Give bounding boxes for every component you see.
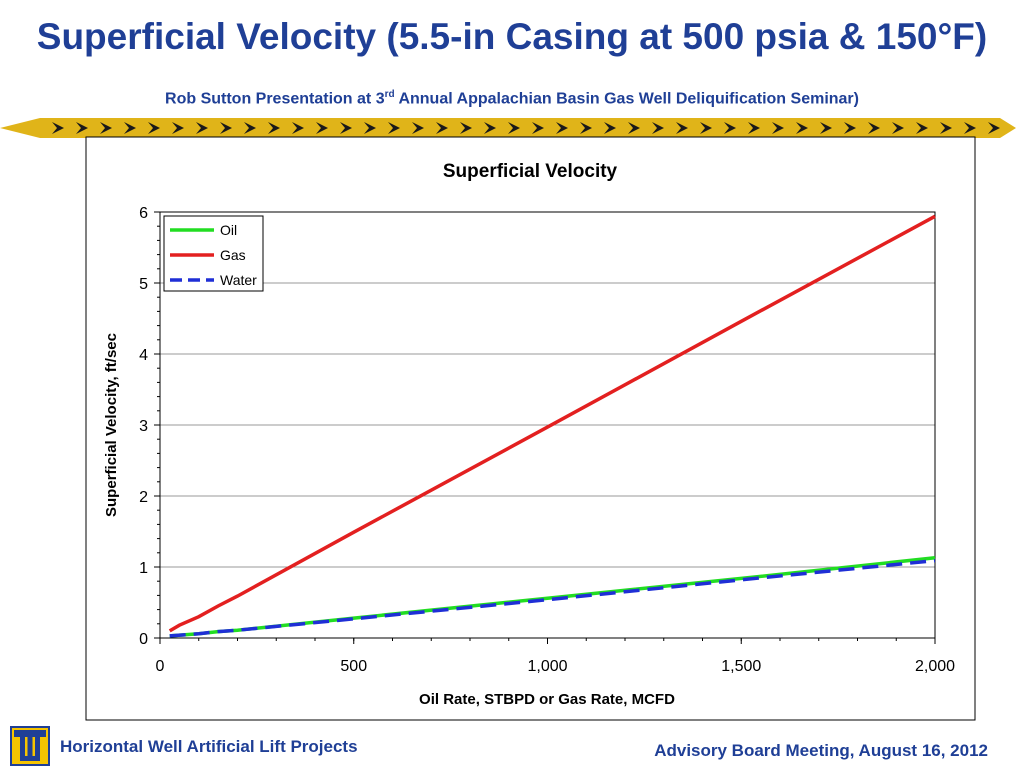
chevron-mark	[868, 122, 880, 134]
y-tick-label: 6	[139, 205, 148, 222]
y-tick-label: 1	[139, 560, 148, 577]
x-tick-label: 1,500	[721, 658, 761, 675]
subtitle-text-start: Rob Sutton Presentation at 3	[165, 90, 385, 108]
legend-label-oil: Oil	[220, 222, 237, 238]
chevron-mark	[316, 122, 328, 134]
chevron-mark	[148, 122, 160, 134]
x-tick-label: 1,000	[527, 658, 567, 675]
chevron-mark	[268, 122, 280, 134]
x-tick-label: 2,000	[915, 658, 955, 675]
chevron-mark	[652, 122, 664, 134]
chevron-mark	[532, 122, 544, 134]
university-tu-logo-icon	[10, 726, 50, 766]
chevron-mark	[580, 122, 592, 134]
chevron-mark	[484, 122, 496, 134]
chevron-mark	[460, 122, 472, 134]
legend-label-water: Water	[220, 272, 257, 288]
chevron-mark	[508, 122, 520, 134]
x-axis-label: Oil Rate, STBPD or Gas Rate, MCFD	[419, 691, 675, 708]
footer-project-title: Horizontal Well Artificial Lift Projects	[60, 737, 358, 756]
chart-title: Superficial Velocity	[443, 161, 618, 182]
chevron-mark	[100, 122, 112, 134]
chevron-mark	[244, 122, 256, 134]
axes: 0 1 2 3 4 5 6 0 500 1,000 1,500 2,000	[139, 205, 955, 675]
subtitle-text-end: Annual Appalachian Basin Gas Well Deliqu…	[394, 90, 859, 108]
chevron-mark	[556, 122, 568, 134]
chevron-mark	[292, 122, 304, 134]
chevron-mark	[388, 122, 400, 134]
chevron-mark	[52, 122, 64, 134]
chevron-mark	[124, 122, 136, 134]
chevron-mark	[604, 122, 616, 134]
chevron-mark	[892, 122, 904, 134]
chevron-mark	[772, 122, 784, 134]
chevron-mark	[628, 122, 640, 134]
series-line-water	[169, 558, 936, 638]
chevron-mark	[820, 122, 832, 134]
chevron-mark	[988, 122, 1000, 134]
x-tick-label: 0	[156, 658, 165, 675]
chevron-mark	[436, 122, 448, 134]
chevron-mark	[796, 122, 808, 134]
footer-meeting-info: Advisory Board Meeting, August 16, 2012	[654, 741, 988, 760]
chevron-mark	[412, 122, 424, 134]
chevron-mark	[724, 122, 736, 134]
chevron-mark	[940, 122, 952, 134]
chevron-mark	[340, 122, 352, 134]
series-lines	[168, 214, 936, 638]
band-body	[0, 118, 1016, 138]
chevron-mark	[700, 122, 712, 134]
y-axis-label: Superficial Velocity, ft/sec	[103, 333, 120, 517]
chevron-mark	[220, 122, 232, 134]
y-tick-label: 0	[139, 631, 148, 648]
slide-subtitle: Rob Sutton Presentation at 3rd Annual Ap…	[0, 89, 1024, 108]
series-line-gas	[168, 214, 936, 633]
y-tick-label: 2	[139, 489, 148, 506]
chevron-mark	[676, 122, 688, 134]
chevron-divider-band	[0, 118, 1016, 138]
legend-label-gas: Gas	[220, 247, 246, 263]
x-tick-label: 500	[340, 658, 367, 675]
y-tick-label: 5	[139, 276, 148, 293]
chevron-mark	[76, 122, 88, 134]
chevron-mark	[964, 122, 976, 134]
y-tick-label: 4	[139, 347, 148, 364]
chevron-mark	[844, 122, 856, 134]
chevron-mark	[748, 122, 760, 134]
chevron-mark	[172, 122, 184, 134]
chevron-mark	[916, 122, 928, 134]
chevron-mark	[196, 122, 208, 134]
y-tick-label: 3	[139, 418, 148, 435]
subtitle-ordinal-suffix: rd	[384, 89, 395, 100]
chart-legend: Oil Gas Water	[163, 215, 264, 292]
slide-title: Superficial Velocity (5.5-in Casing at 5…	[36, 16, 988, 57]
chevron-mark	[364, 122, 376, 134]
